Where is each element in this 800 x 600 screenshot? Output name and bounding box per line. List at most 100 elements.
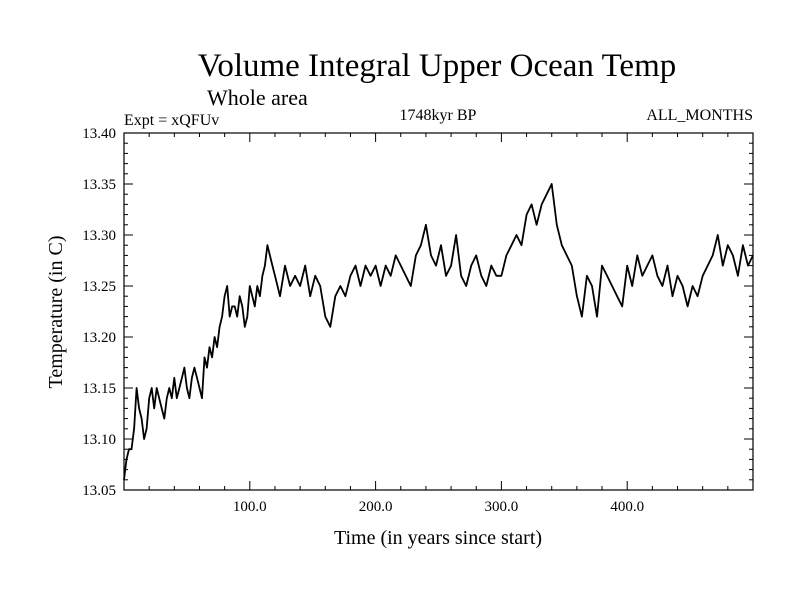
data-point — [173, 377, 175, 379]
data-point — [193, 367, 196, 369]
data-point — [435, 265, 437, 267]
x-tick-label: 400.0 — [610, 499, 644, 515]
data-point — [161, 407, 163, 409]
data-point — [712, 254, 714, 256]
data-point — [722, 265, 724, 267]
data-point — [636, 254, 638, 256]
data-point — [284, 265, 286, 267]
data-point — [125, 458, 128, 460]
data-point — [717, 234, 719, 236]
data-point — [581, 316, 583, 318]
y-axis: 13.05 13.10 13.15 13.20 13.25 13.30 13.35 13.40 — [82, 126, 753, 499]
data-point — [359, 285, 362, 287]
data-point — [646, 265, 648, 267]
data-point — [231, 305, 233, 307]
data-point — [571, 265, 573, 267]
data-point — [530, 203, 533, 205]
data-point — [561, 244, 563, 246]
data-point — [163, 418, 165, 420]
chart-title: Volume Integral Upper Ocean Temp — [198, 48, 676, 84]
y-tick-label: 13.20 — [82, 330, 116, 346]
data-point — [146, 428, 148, 430]
data-point — [246, 316, 248, 318]
data-point — [239, 295, 241, 297]
data-point — [279, 295, 281, 297]
data-point — [425, 224, 427, 226]
data-point — [390, 275, 392, 277]
months-label: ALL_MONTHS — [646, 107, 753, 124]
data-point — [234, 305, 236, 307]
data-point — [470, 265, 472, 267]
data-point — [181, 377, 183, 379]
data-point — [606, 275, 608, 277]
data-point — [697, 295, 699, 297]
data-point — [266, 244, 269, 246]
data-point — [319, 285, 321, 287]
data-point — [264, 265, 266, 267]
data-point — [626, 265, 628, 267]
data-point — [344, 295, 347, 297]
experiment-label: Expt = xQFUv — [124, 112, 219, 129]
data-point — [385, 265, 387, 267]
data-point — [216, 346, 218, 348]
data-point — [410, 285, 412, 287]
data-point — [158, 397, 160, 399]
data-point — [198, 387, 201, 389]
data-point — [671, 295, 674, 297]
data-point — [536, 224, 538, 226]
data-point — [752, 254, 754, 256]
data-point — [354, 265, 357, 267]
y-tick-label: 13.25 — [82, 279, 116, 295]
data-point — [490, 265, 492, 267]
data-point — [611, 285, 613, 287]
data-point — [211, 356, 213, 358]
data-point — [546, 193, 548, 195]
data-point — [309, 295, 311, 297]
x-tick-label: 100.0 — [233, 499, 267, 515]
data-point — [676, 275, 679, 277]
data-point — [249, 285, 251, 287]
data-point — [500, 275, 502, 277]
data-point — [621, 305, 623, 307]
y-tick-label: 13.40 — [82, 126, 116, 142]
data-point — [236, 316, 238, 318]
data-point — [475, 254, 477, 256]
data-point — [525, 214, 528, 216]
data-point — [130, 448, 133, 450]
x-tick-label: 300.0 — [485, 499, 519, 515]
data-point — [631, 285, 633, 287]
data-point — [186, 387, 188, 389]
y-tick-label: 13.35 — [82, 177, 116, 193]
data-point — [148, 397, 150, 399]
data-point — [141, 418, 143, 420]
data-point — [430, 254, 432, 256]
data-point — [465, 285, 467, 287]
y-tick-label: 13.15 — [82, 381, 116, 397]
data-point — [171, 397, 173, 399]
data-point — [269, 254, 271, 256]
data-point — [304, 265, 306, 267]
data-point — [420, 244, 422, 246]
data-point — [666, 265, 669, 267]
data-point — [591, 285, 593, 287]
data-point — [495, 275, 497, 277]
data-point — [143, 438, 145, 440]
data-point — [196, 377, 198, 379]
y-axis-label: Temperature (in C) — [45, 236, 67, 389]
data-point — [178, 387, 180, 389]
data-point — [274, 275, 276, 277]
data-point — [226, 285, 228, 287]
data-point — [702, 275, 704, 277]
x-tick-label: 200.0 — [359, 499, 393, 515]
data-point — [742, 244, 744, 246]
data-point — [168, 387, 170, 389]
data-point — [166, 397, 168, 399]
data-point — [380, 285, 382, 287]
data-point — [133, 428, 135, 430]
data-point — [138, 407, 140, 409]
data-point — [254, 305, 256, 307]
data-point — [505, 254, 508, 256]
data-point — [128, 448, 130, 450]
x-axis: 100.0 200.0 300.0 400.0 — [148, 133, 729, 515]
